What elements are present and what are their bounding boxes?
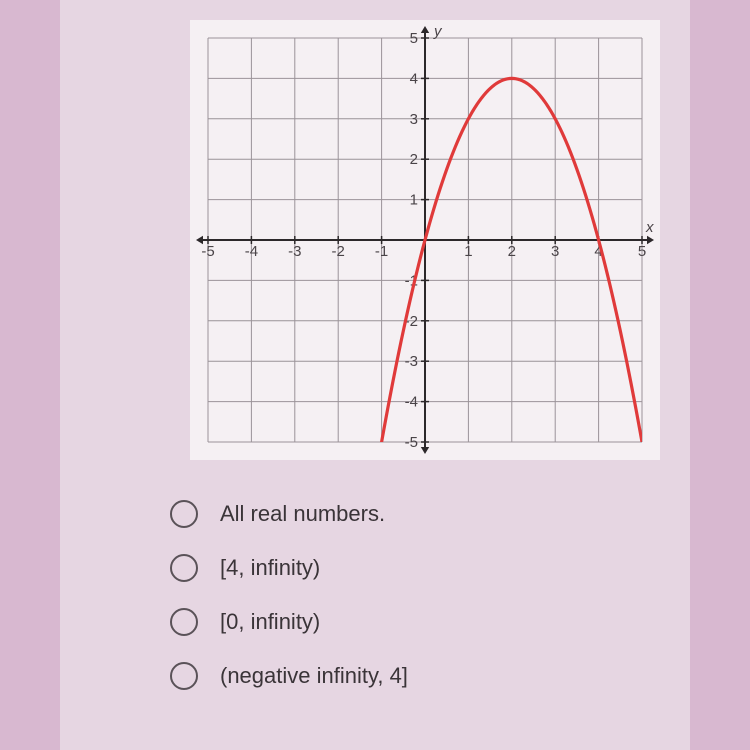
svg-text:3: 3	[551, 243, 559, 260]
svg-text:2: 2	[508, 243, 516, 260]
parabola-chart: -5-4-3-2-112345-5-4-3-2-112345yx	[190, 20, 660, 460]
option-label: (negative infinity, 4]	[220, 663, 408, 689]
svg-text:5: 5	[410, 30, 418, 47]
svg-text:-4: -4	[245, 243, 258, 260]
svg-text:-5: -5	[405, 434, 418, 451]
option-a[interactable]: All real numbers.	[170, 500, 408, 528]
radio-icon	[170, 608, 198, 636]
svg-text:-5: -5	[201, 243, 214, 260]
svg-text:3: 3	[410, 111, 418, 128]
option-label: [0, infinity)	[220, 609, 320, 635]
option-d[interactable]: (negative infinity, 4]	[170, 662, 408, 690]
option-label: All real numbers.	[220, 501, 385, 527]
svg-text:-4: -4	[405, 394, 418, 411]
content-frame: -5-4-3-2-112345-5-4-3-2-112345yx All rea…	[60, 0, 690, 750]
svg-text:2: 2	[410, 151, 418, 168]
svg-text:-3: -3	[288, 243, 301, 260]
svg-text:1: 1	[464, 243, 472, 260]
svg-text:-2: -2	[332, 243, 345, 260]
option-label: [4, infinity)	[220, 555, 320, 581]
svg-text:4: 4	[410, 70, 418, 87]
svg-text:-1: -1	[375, 243, 388, 260]
answer-options: All real numbers. [4, infinity) [0, infi…	[170, 500, 408, 716]
radio-icon	[170, 500, 198, 528]
svg-text:-3: -3	[405, 353, 418, 370]
radio-icon	[170, 662, 198, 690]
svg-text:5: 5	[638, 243, 646, 260]
graph-panel: -5-4-3-2-112345-5-4-3-2-112345yx	[190, 20, 660, 460]
option-c[interactable]: [0, infinity)	[170, 608, 408, 636]
option-b[interactable]: [4, infinity)	[170, 554, 408, 582]
svg-text:x: x	[645, 219, 654, 236]
radio-icon	[170, 554, 198, 582]
svg-text:1: 1	[410, 192, 418, 209]
